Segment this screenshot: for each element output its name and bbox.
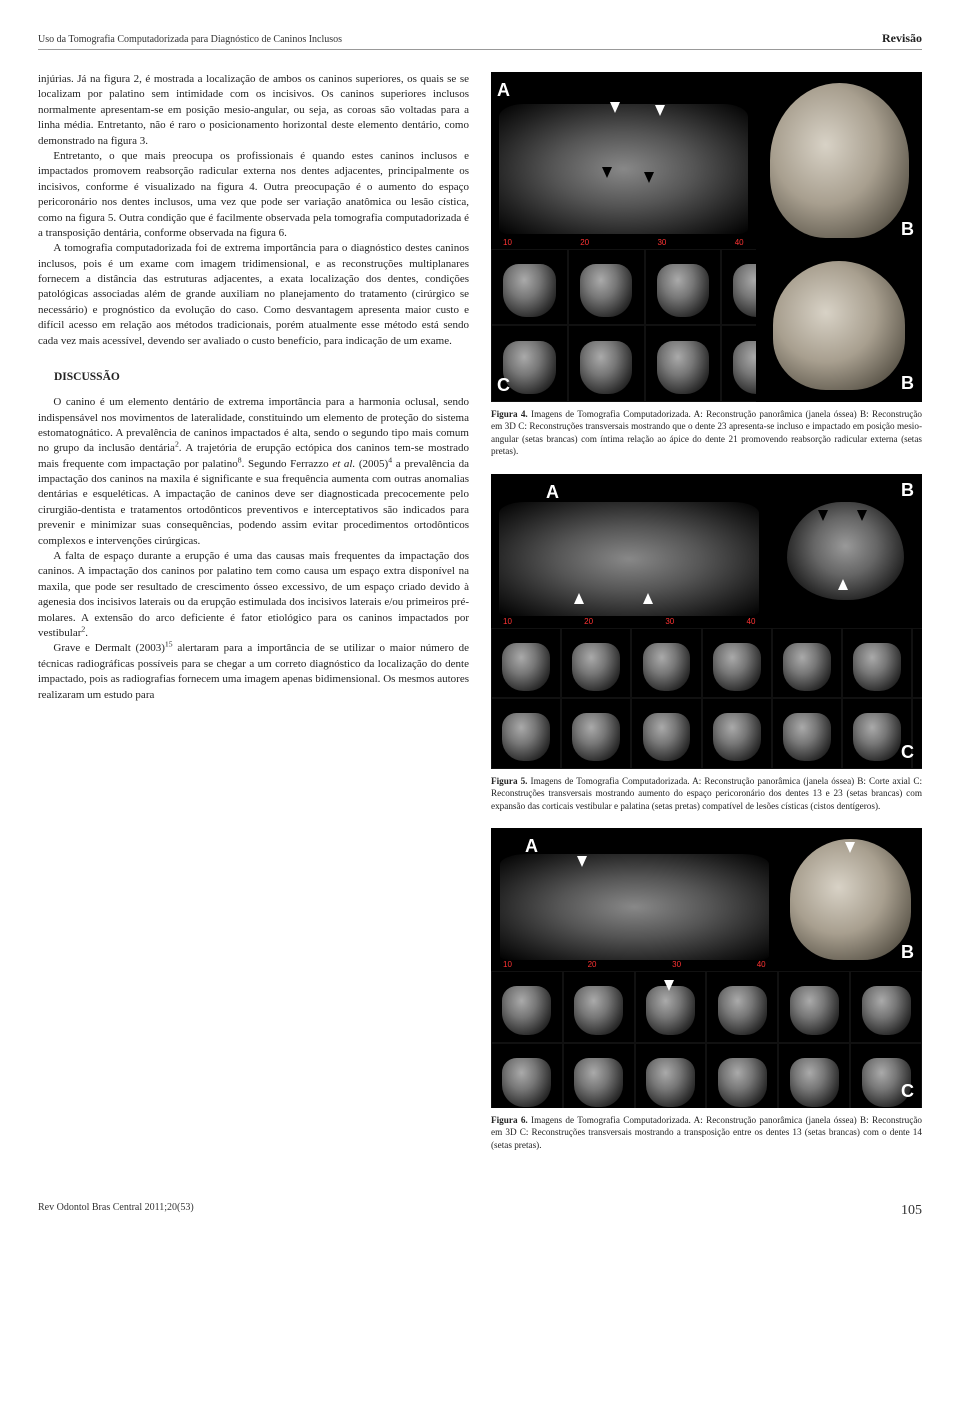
fig4-ruler: 10 20 30 40 — [503, 237, 744, 247]
paragraph-4: O canino é um elemento dentário de extre… — [38, 395, 469, 549]
arrow-white-icon — [574, 593, 584, 604]
section-title-discussao: DISCUSSÃO — [54, 369, 469, 385]
fig5-label-c: C — [901, 740, 914, 765]
arrow-black-icon — [818, 510, 828, 521]
header-section: Revisão — [882, 30, 922, 47]
fig6-label-c: C — [901, 1079, 914, 1104]
figure-6: A 10 20 30 40 B — [491, 828, 922, 1108]
fig5-panel-a: A 10 20 30 40 — [491, 474, 768, 629]
fig5-panel-b: B — [768, 474, 922, 629]
figure-5: A 10 20 30 40 B — [491, 474, 922, 769]
arrow-white-icon — [664, 980, 674, 991]
fig6-label-a: A — [525, 834, 538, 859]
fig4-panel-a: A 10 20 30 40 — [491, 72, 757, 249]
fig6-ruler: 10 20 30 40 — [503, 959, 766, 969]
page-number: 105 — [901, 1201, 922, 1221]
arrow-white-icon — [643, 593, 653, 604]
fig5-ruler: 10 20 30 40 — [503, 616, 755, 626]
fig6-panel-c: C — [491, 971, 922, 1108]
fig6-panel-b: B — [779, 828, 922, 971]
figure-5-caption: Figura 5. Imagens de Tomografia Computad… — [491, 775, 922, 812]
figure-4: A 10 20 30 40 B — [491, 72, 922, 402]
arrow-black-icon — [857, 510, 867, 521]
footer-citation: Rev Odontol Bras Central 2011;20(53) — [38, 1201, 194, 1221]
paragraph-5: A falta de espaço durante a erupção é um… — [38, 549, 469, 641]
arrow-white-icon — [845, 842, 855, 853]
fig5-panel-c: C — [491, 628, 922, 768]
fig4-panel-b2: B — [756, 249, 922, 402]
page-footer: Rev Odontol Bras Central 2011;20(53) 105 — [38, 1201, 922, 1221]
paragraph-1: injúrias. Já na figura 2, é mostrada a l… — [38, 72, 469, 149]
fig4-panel-c: C — [491, 249, 756, 402]
arrow-black-icon — [602, 167, 612, 178]
figure-column: A 10 20 30 40 B — [491, 72, 922, 1167]
running-header: Uso da Tomografia Computadorizada para D… — [38, 30, 922, 50]
arrow-white-icon — [838, 579, 848, 590]
fig5-label-b: B — [901, 478, 914, 503]
main-content: injúrias. Já na figura 2, é mostrada a l… — [38, 72, 922, 1167]
fig4-label-b: B — [901, 217, 914, 242]
paragraph-2: Entretanto, o que mais preocupa os profi… — [38, 149, 469, 241]
figure-4-caption: Figura 4. Imagens de Tomografia Computad… — [491, 408, 922, 458]
figure-6-caption: Figura 6. Imagens de Tomografia Computad… — [491, 1114, 922, 1151]
paragraph-3: A tomografia computadorizada foi de extr… — [38, 241, 469, 349]
fig4-label-c: C — [497, 373, 510, 398]
running-title: Uso da Tomografia Computadorizada para D… — [38, 33, 342, 47]
fig4-label-a: A — [497, 78, 510, 103]
fig6-panel-a: A 10 20 30 40 — [491, 828, 779, 971]
arrow-white-icon — [577, 856, 587, 867]
fig6-label-b: B — [901, 940, 914, 965]
fig4-panel-b: B — [757, 72, 922, 249]
fig5-label-a: A — [546, 480, 559, 505]
arrow-white-icon — [610, 102, 620, 113]
paragraph-6: Grave e Dermalt (2003)15 alertaram para … — [38, 641, 469, 703]
arrow-black-icon — [644, 172, 654, 183]
arrow-white-icon — [655, 105, 665, 116]
text-column: injúrias. Já na figura 2, é mostrada a l… — [38, 72, 469, 703]
